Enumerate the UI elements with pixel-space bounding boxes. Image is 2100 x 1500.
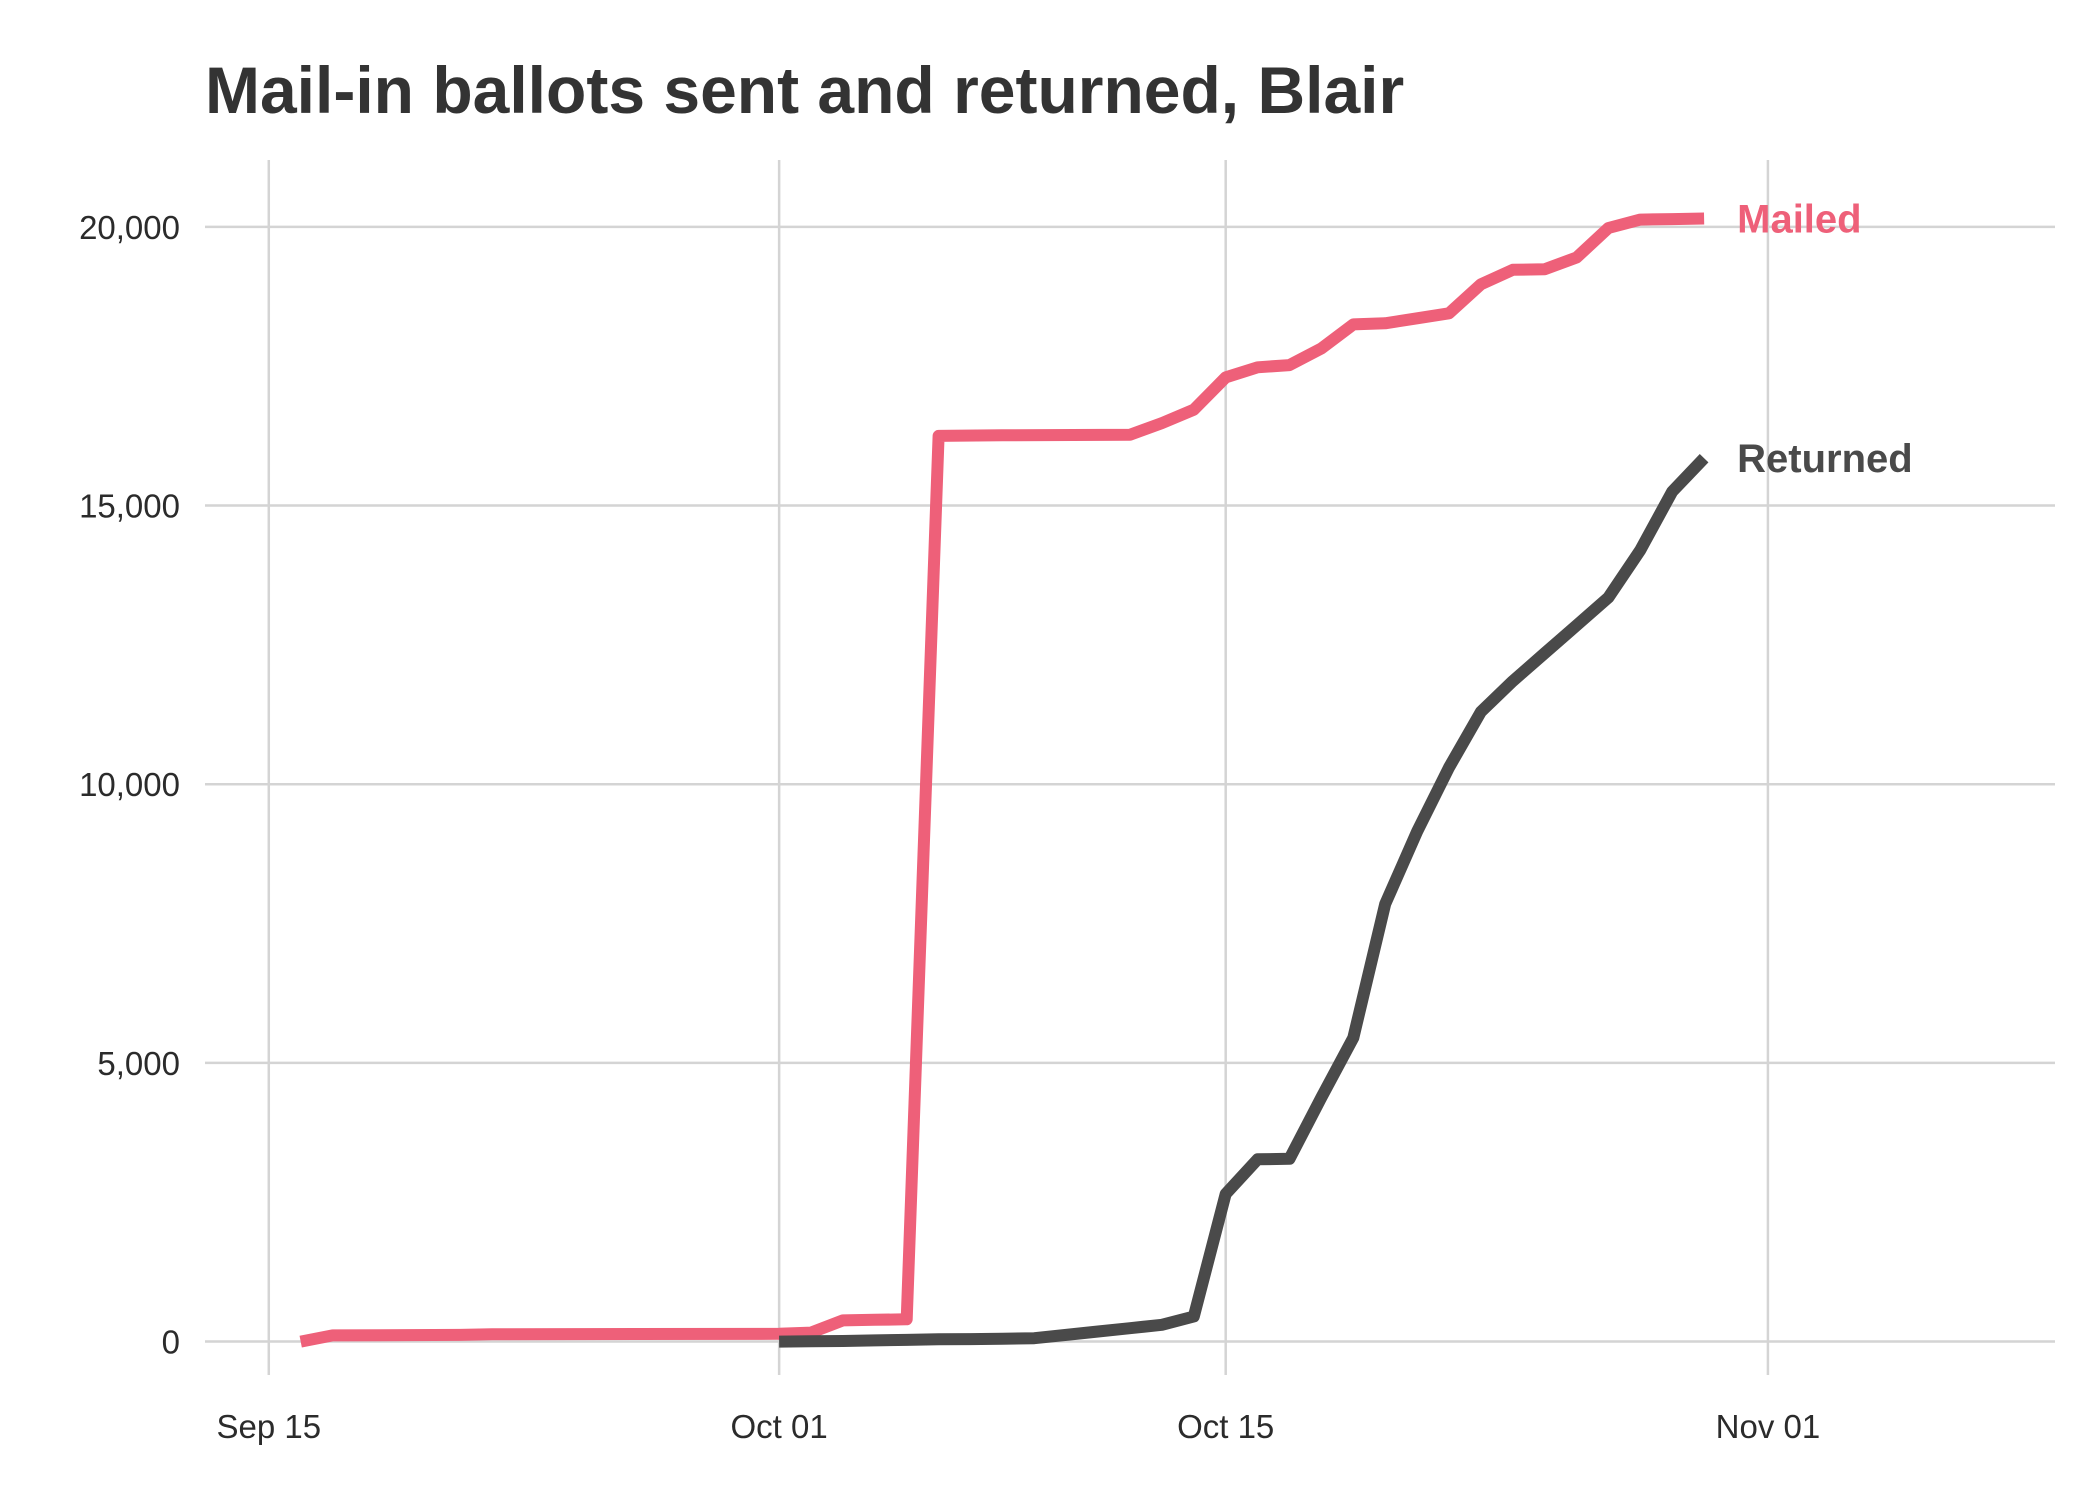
y-tick-label: 15,000 — [79, 488, 180, 525]
y-tick-label: 5,000 — [97, 1045, 180, 1082]
series-line-returned — [779, 454, 1709, 1348]
x-tick-label: Nov 01 — [1716, 1408, 1821, 1445]
y-gridlines — [205, 225, 2055, 1343]
series-label-returned: Returned — [1737, 437, 1913, 481]
x-tick-label: Oct 01 — [731, 1408, 828, 1445]
x-tick-label: Oct 15 — [1177, 1408, 1274, 1445]
series-end-labels: Mailed Returned — [1737, 198, 1913, 482]
x-tick-label: Sep 15 — [216, 1408, 321, 1445]
series-label-mailed: Mailed — [1737, 198, 1861, 242]
x-gridlines — [267, 160, 1770, 1375]
y-axis-tick-labels: 0 5,000 10,000 15,000 20,000 — [79, 209, 180, 1361]
chart-title: Mail-in ballots sent and returned, Blair — [205, 53, 1404, 127]
series-lines — [299, 212, 1709, 1348]
series-line-mailed — [299, 212, 1705, 1348]
y-tick-label: 0 — [162, 1324, 180, 1361]
y-tick-label: 10,000 — [79, 766, 180, 803]
y-tick-label: 20,000 — [79, 209, 180, 246]
x-axis-tick-labels: Sep 15 Oct 01 Oct 15 Nov 01 — [216, 1408, 1820, 1445]
